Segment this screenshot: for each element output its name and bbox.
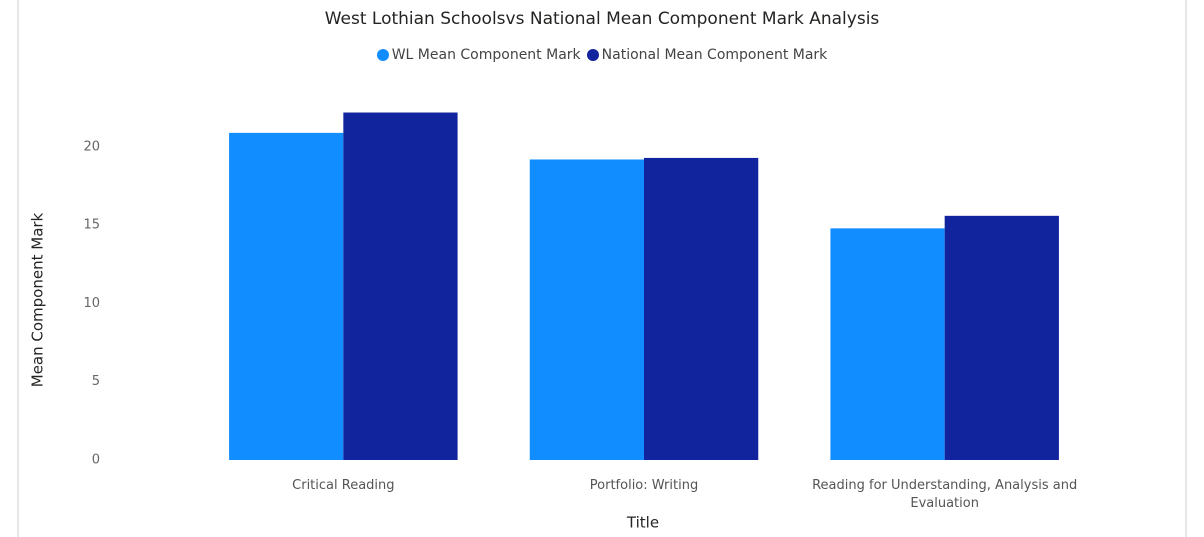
x-tick-label: Portfolio: Writing	[589, 478, 699, 493]
legend-label: National Mean Component Mark	[601, 47, 828, 63]
bar	[644, 157, 759, 461]
bar	[229, 132, 344, 460]
legend-swatch	[586, 49, 599, 61]
y-tick-label: 15	[83, 218, 100, 233]
y-tick-label: 0	[92, 453, 100, 468]
y-tick-label: 5	[92, 374, 100, 389]
frame	[17, 0, 1187, 537]
legend: WL Mean Component Mark National Mean Comp…	[0, 47, 1204, 63]
chart-title: West Lothian Schoolsvs National Mean Com…	[325, 9, 880, 29]
x-axis-title: Title	[626, 514, 659, 532]
y-tick-label: 20	[83, 139, 100, 154]
bar	[529, 159, 644, 460]
legend-label: WL Mean Component Mark	[391, 47, 581, 63]
legend-item: National Mean Component Mark	[586, 47, 828, 63]
legend-item: WL Mean Component Mark	[376, 47, 581, 63]
y-tick-label: 10	[83, 296, 100, 311]
bar	[343, 112, 458, 461]
x-tick-label: Critical Reading	[292, 478, 395, 493]
x-tick-label: Reading for Understanding, Analysis and …	[812, 478, 1078, 511]
y-axis-title: Mean Component Mark	[29, 212, 47, 387]
legend-swatch	[376, 49, 389, 61]
bar	[944, 215, 1059, 460]
bar	[830, 228, 945, 460]
